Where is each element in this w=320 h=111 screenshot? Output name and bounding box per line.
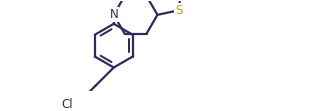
Text: Cl: Cl [61,98,73,111]
Text: N: N [109,8,118,21]
Text: S: S [175,4,182,17]
